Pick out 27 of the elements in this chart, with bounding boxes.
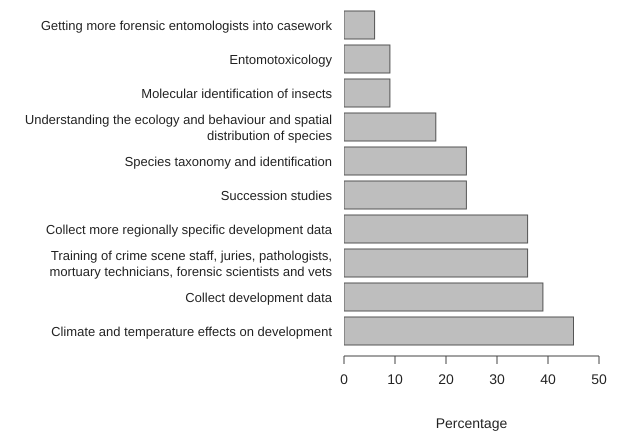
bar	[344, 248, 528, 278]
y-tick-label: Training of crime scene staff, juries, pathologists, mortuary technicians, forensic scientists and vets	[49, 248, 332, 278]
bar	[344, 78, 390, 108]
y-tick-label: Getting more forensic entomologists into casework	[40, 18, 332, 32]
y-tick-label: Succession studies	[220, 188, 332, 202]
y-tick-label: Climate and temperature effects on development	[51, 324, 332, 338]
bar	[344, 146, 467, 176]
bar	[344, 180, 467, 210]
bar	[344, 44, 390, 74]
bar	[344, 282, 544, 312]
x-tick-label: 40	[540, 370, 556, 387]
x-tick-label: 30	[489, 370, 505, 387]
x-tick-label: 0	[340, 370, 348, 387]
x-tick-label: 20	[438, 370, 454, 387]
bar	[344, 10, 376, 40]
bar	[344, 112, 436, 142]
x-axis-title: Percentage	[436, 415, 508, 431]
x-tick-label: 50	[591, 370, 607, 387]
y-tick-label: Collect development data	[185, 290, 333, 304]
y-tick-label: Entomotoxicology	[229, 52, 332, 66]
y-tick-label: Molecular identification of insects	[141, 86, 332, 100]
bar	[344, 214, 528, 244]
bar	[344, 316, 574, 346]
y-tick-label: Species taxonomy and identification	[124, 154, 332, 168]
x-tick-label: 10	[387, 370, 403, 387]
y-tick-label: Understanding the ecology and behaviour and spatial distribution of species	[24, 112, 332, 142]
y-tick-label: Collect more regionally specific development data	[46, 222, 333, 236]
